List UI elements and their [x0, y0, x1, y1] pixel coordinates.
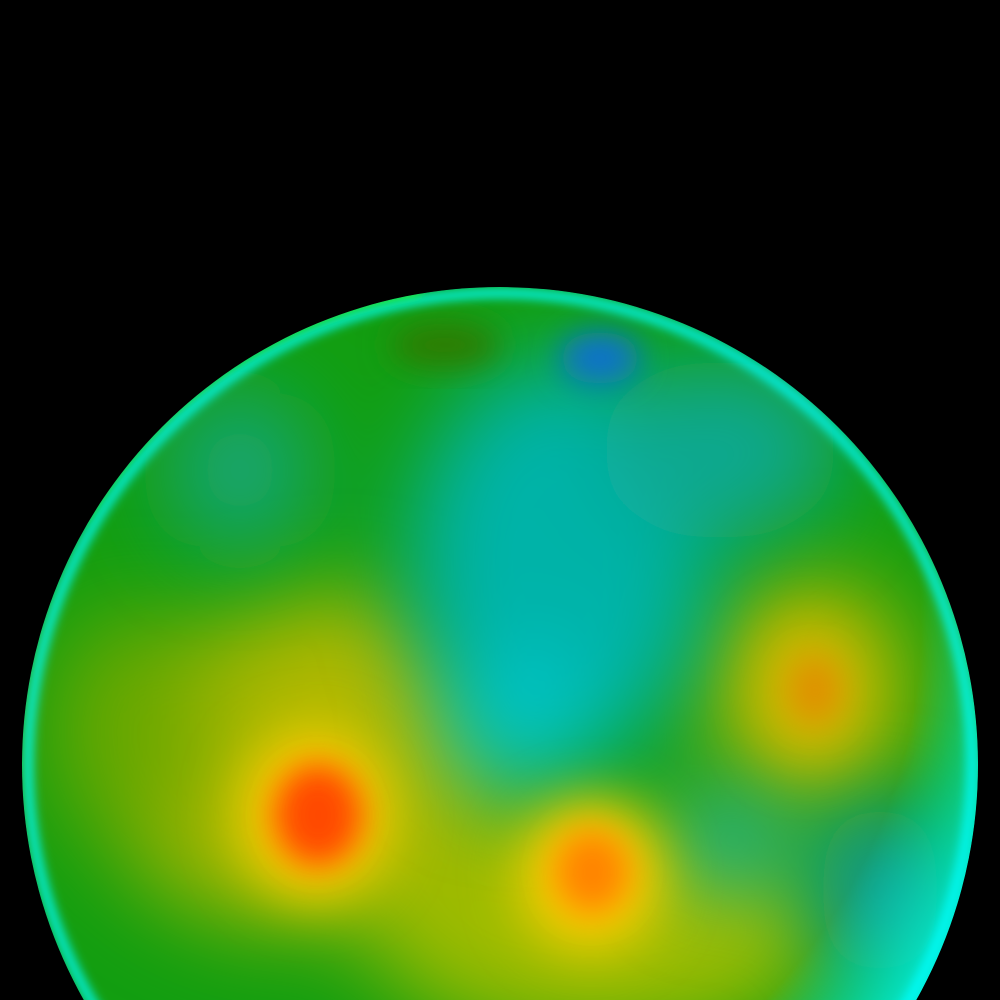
sphere-rim-glow	[22, 287, 978, 1000]
sphere-rim-edge	[23, 288, 977, 1000]
